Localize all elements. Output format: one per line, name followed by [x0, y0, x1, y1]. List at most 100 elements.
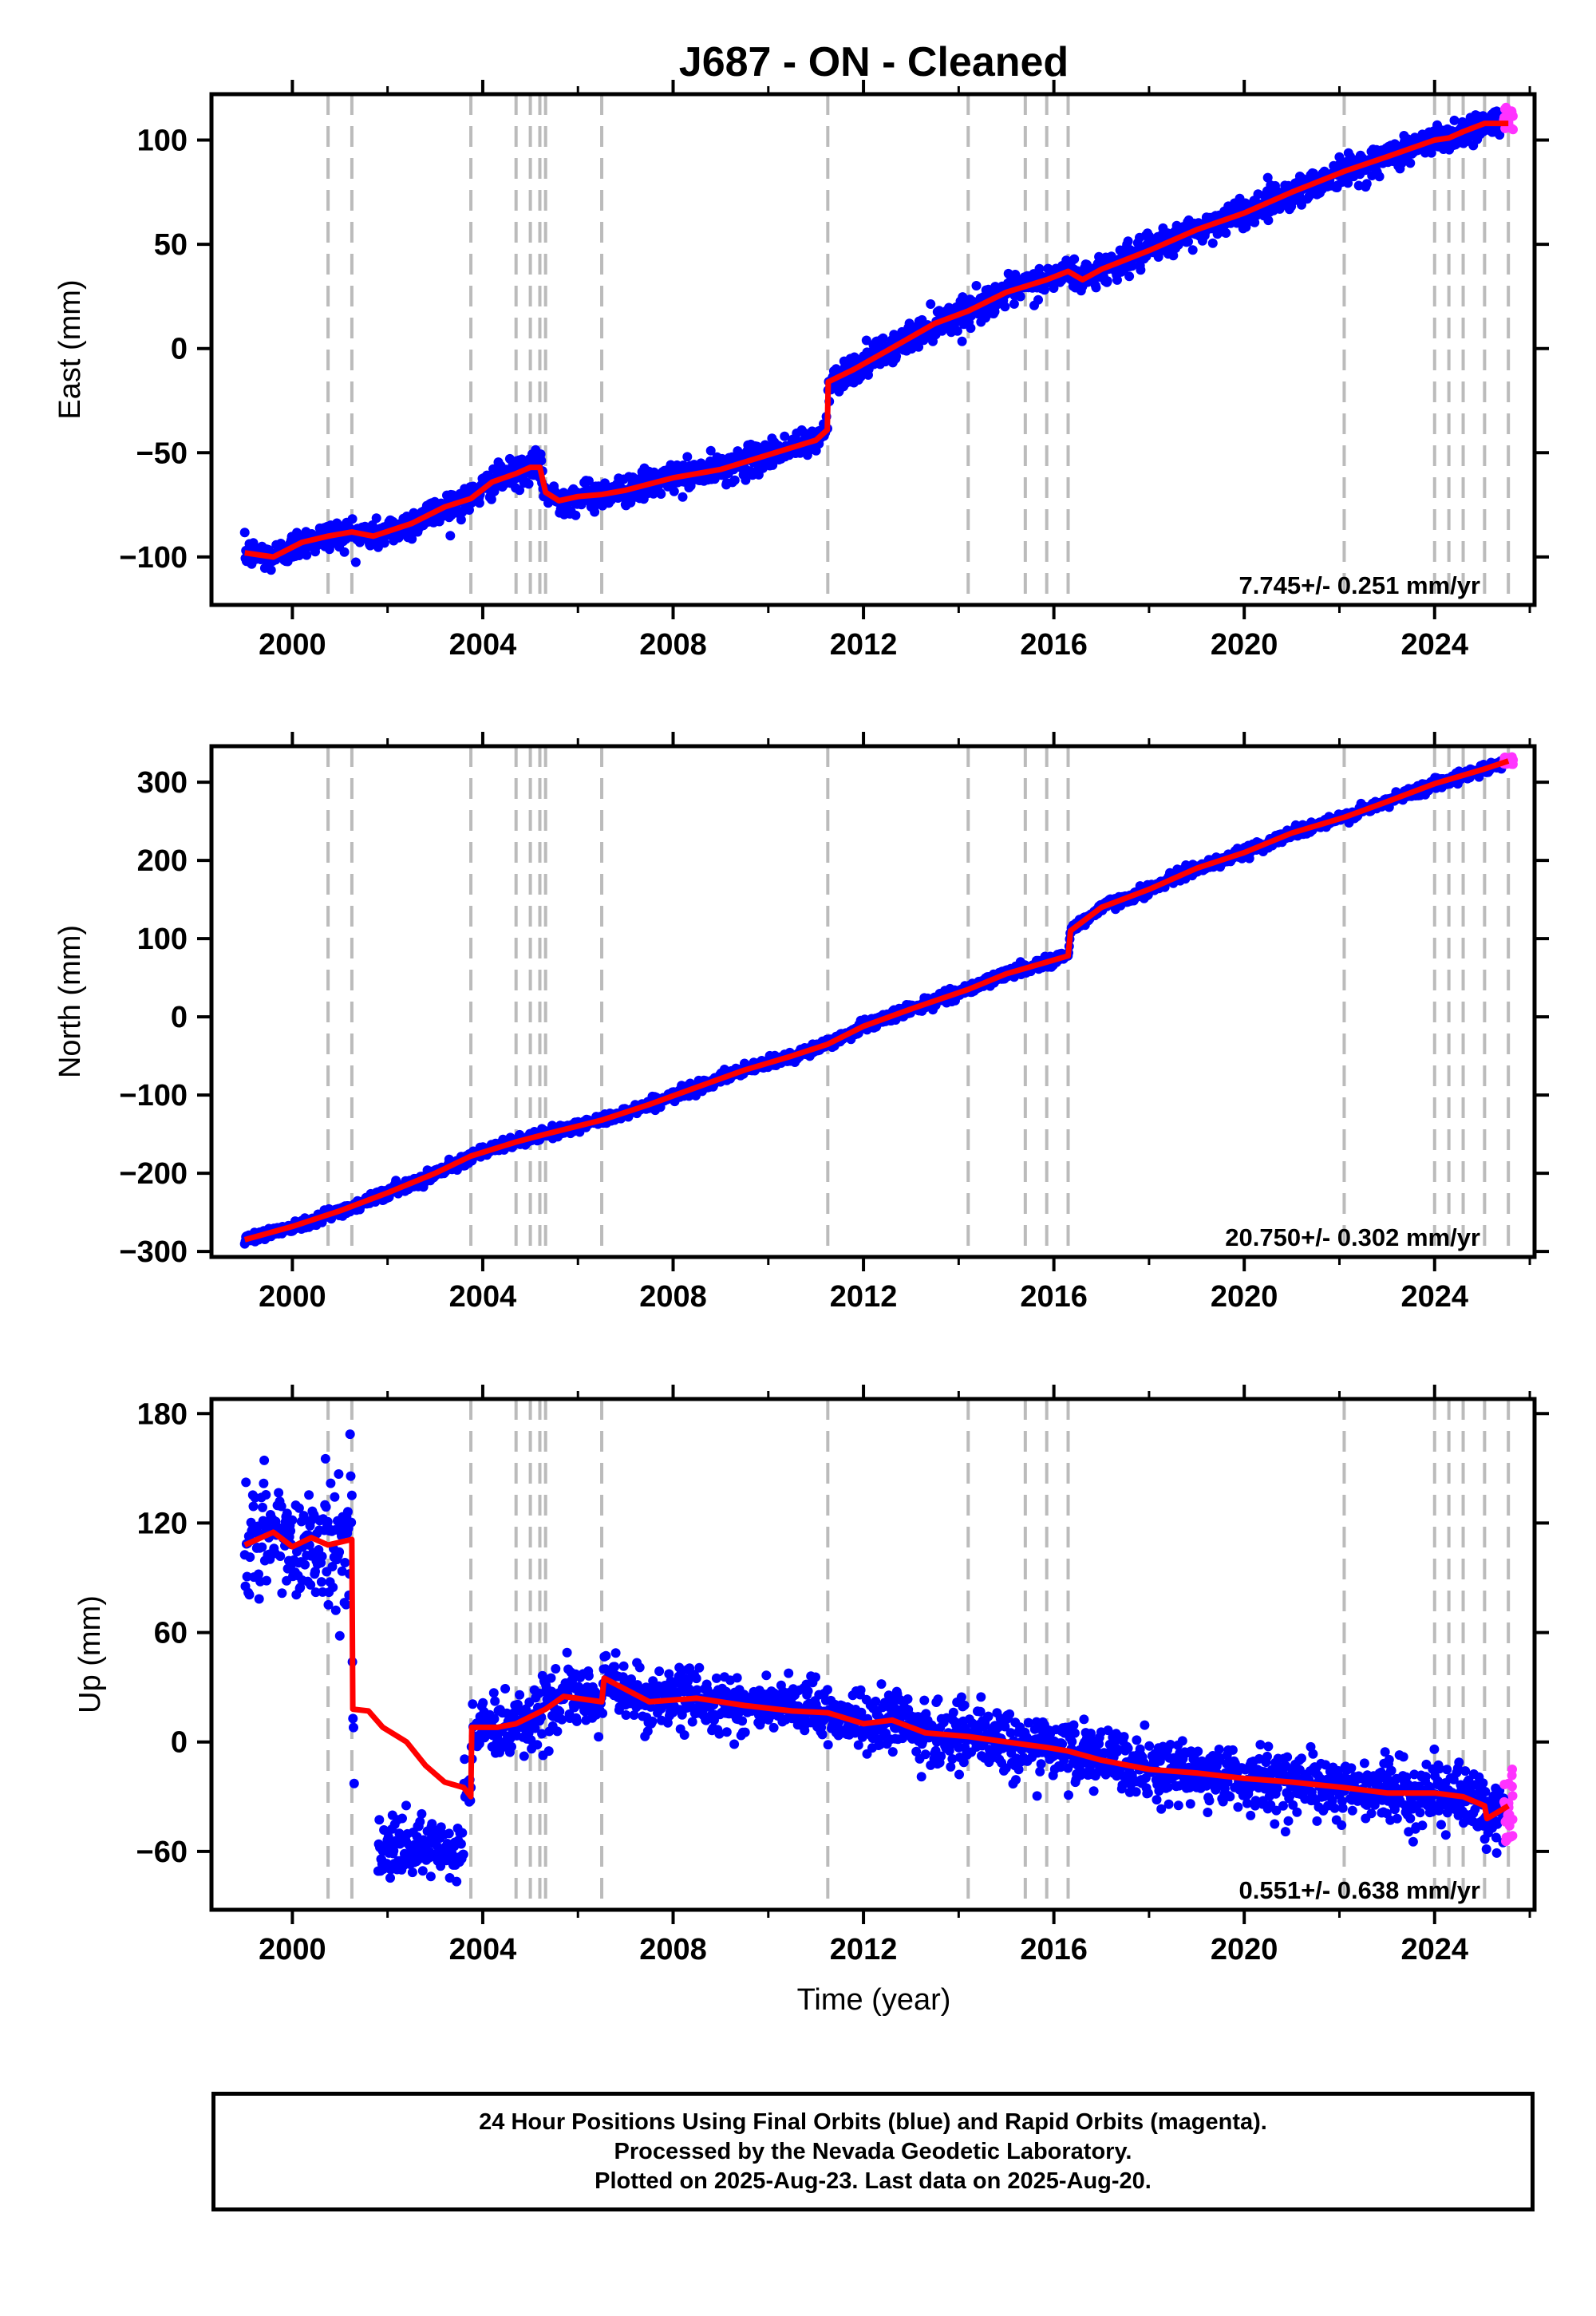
- data-point: [334, 1469, 344, 1479]
- data-point: [536, 456, 547, 466]
- data-point: [1049, 283, 1059, 293]
- data-point: [371, 513, 381, 524]
- data-point: [259, 1455, 270, 1465]
- data-point: [298, 1511, 309, 1521]
- data-point: [457, 1828, 468, 1838]
- y-tick-label: 300: [137, 766, 188, 800]
- data-point: [330, 1492, 340, 1502]
- data-point: [330, 1605, 341, 1615]
- data-point: [507, 1741, 516, 1752]
- data-point: [322, 1516, 333, 1527]
- data-point: [966, 323, 976, 334]
- data-point: [1069, 254, 1080, 264]
- rapid-point: [1507, 107, 1517, 117]
- data-point: [274, 1488, 284, 1498]
- data-point: [244, 1590, 255, 1600]
- data-point: [425, 1871, 436, 1882]
- data-point: [259, 1478, 269, 1488]
- data-point: [1183, 236, 1193, 247]
- data-point: [669, 486, 679, 496]
- data-point: [328, 1583, 338, 1592]
- data-point: [401, 1800, 411, 1811]
- x-tick-label: 2004: [449, 628, 517, 662]
- data-point: [1426, 148, 1436, 158]
- data-point: [478, 1697, 488, 1708]
- data-point: [258, 1502, 267, 1512]
- data-point: [458, 1849, 468, 1860]
- data-point: [415, 1816, 425, 1827]
- data-point: [861, 335, 871, 346]
- data-point: [277, 1588, 287, 1599]
- data-point: [515, 1690, 525, 1700]
- y-tick-label: 0: [171, 333, 188, 366]
- x-axis-ticks: 2000 2004 2008 2012 2016 2020 2024: [259, 80, 1531, 662]
- data-point: [347, 514, 358, 524]
- rapid-point: [1508, 755, 1519, 765]
- data-point: [741, 475, 751, 485]
- data-point: [678, 492, 688, 502]
- data-point: [346, 1517, 357, 1528]
- data-point: [1221, 228, 1231, 238]
- y-tick-label: 50: [154, 228, 188, 262]
- event-lines: [326, 1399, 1511, 1910]
- x-tick-label: 2020: [1211, 1280, 1278, 1314]
- data-point: [729, 475, 740, 485]
- event-lines: [326, 746, 1511, 1257]
- data-point: [276, 1501, 286, 1512]
- data-point: [1207, 238, 1218, 248]
- data-point: [1034, 263, 1045, 274]
- rate-annotation: 7.745+/- 0.251 mm/yr: [1239, 571, 1480, 599]
- data-point: [891, 351, 902, 362]
- x-tick-label: 2012: [830, 1280, 898, 1314]
- data-point: [926, 299, 936, 309]
- data-point: [340, 1558, 350, 1567]
- data-point: [374, 1815, 385, 1825]
- event-lines: [326, 94, 1511, 605]
- rapid-orbit-points: [1499, 102, 1518, 135]
- data-point: [348, 1713, 358, 1724]
- data-point: [500, 1684, 511, 1694]
- data-point: [1361, 179, 1372, 189]
- y-tick-label: 200: [137, 844, 188, 878]
- model-line: [244, 121, 1509, 560]
- chart-title: J687 - ON - Cleaned: [679, 39, 1069, 85]
- data-point: [460, 1754, 470, 1765]
- data-point: [397, 1813, 407, 1824]
- x-tick-label: 2008: [639, 1280, 707, 1314]
- panels-group: 2000 2004 2008 2012 2016 2020 2024−100−5005010…: [53, 80, 1549, 1966]
- y-tick-label: 100: [137, 923, 188, 956]
- data-point: [326, 1478, 336, 1488]
- data-point: [914, 342, 924, 352]
- data-point: [341, 1599, 351, 1610]
- data-point: [342, 1507, 353, 1517]
- data-point: [407, 1867, 417, 1878]
- final-orbit-points: [239, 1429, 1509, 1887]
- data-point: [1168, 251, 1179, 261]
- data-point: [1091, 283, 1101, 293]
- data-point: [1263, 215, 1274, 226]
- data-point: [1374, 172, 1385, 182]
- data-point: [383, 1832, 393, 1842]
- data-point: [349, 1722, 358, 1733]
- data-point: [241, 1477, 251, 1488]
- data-point: [445, 531, 456, 541]
- data-point: [417, 1866, 428, 1876]
- data-point: [656, 489, 666, 499]
- y-tick-label: 0: [171, 1001, 188, 1034]
- y-axis-label: East (mm): [53, 279, 87, 419]
- data-point: [934, 306, 944, 316]
- data-point: [1187, 245, 1198, 255]
- x-tick-label: 2012: [830, 628, 898, 662]
- data-point: [254, 1594, 264, 1604]
- panel-north: 2000 2004 2008 2012 2016 2020 2024−300−200−100…: [53, 732, 1549, 1314]
- data-point: [302, 550, 312, 560]
- data-point: [489, 1713, 500, 1724]
- data-point: [468, 1699, 478, 1709]
- data-point: [957, 336, 967, 346]
- data-point: [1000, 302, 1010, 312]
- y-tick-label: −50: [136, 437, 188, 470]
- data-point: [1102, 276, 1112, 287]
- data-point: [1124, 271, 1135, 282]
- x-tick-label: 2024: [1400, 1280, 1468, 1314]
